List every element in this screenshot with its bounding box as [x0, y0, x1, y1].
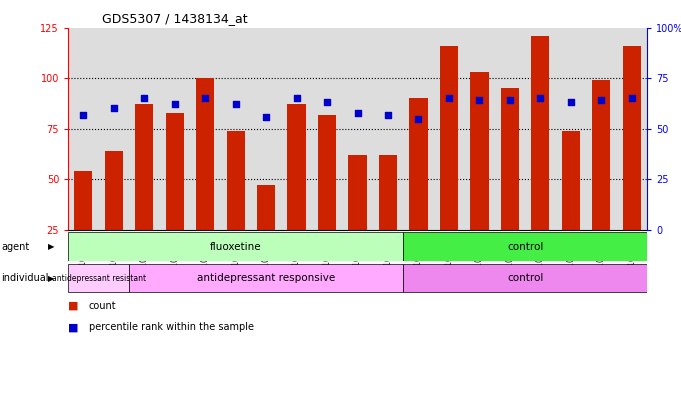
- Bar: [403, 264, 647, 292]
- Point: [505, 97, 516, 103]
- Point: [321, 99, 332, 106]
- Point: [352, 109, 363, 116]
- Bar: [379, 155, 397, 230]
- Bar: [403, 233, 647, 261]
- Point: [139, 95, 150, 101]
- Bar: [440, 46, 458, 230]
- Bar: [165, 112, 184, 230]
- Point: [108, 105, 119, 112]
- Text: agent: agent: [1, 242, 29, 252]
- Point: [291, 95, 302, 101]
- Text: ▶: ▶: [48, 242, 54, 251]
- Bar: [592, 80, 610, 230]
- Point: [535, 95, 545, 101]
- Bar: [318, 114, 336, 230]
- Text: GDS5307 / 1438134_at: GDS5307 / 1438134_at: [102, 12, 248, 25]
- Text: control: control: [507, 242, 543, 252]
- Bar: [622, 46, 641, 230]
- Bar: [287, 105, 306, 230]
- Bar: [74, 171, 93, 230]
- Bar: [409, 98, 428, 230]
- Text: count: count: [89, 301, 116, 310]
- Point: [474, 97, 485, 103]
- Bar: [562, 131, 580, 230]
- Bar: [471, 72, 488, 230]
- Point: [596, 97, 607, 103]
- Bar: [501, 88, 519, 230]
- Point: [565, 99, 576, 106]
- Point: [78, 111, 89, 118]
- Point: [200, 95, 210, 101]
- Bar: [257, 185, 275, 230]
- Point: [170, 101, 180, 108]
- Bar: [349, 155, 366, 230]
- Point: [383, 111, 394, 118]
- Bar: [135, 105, 153, 230]
- Text: percentile rank within the sample: percentile rank within the sample: [89, 322, 253, 332]
- Text: antidepressant resistant: antidepressant resistant: [52, 274, 146, 283]
- Text: ■: ■: [68, 322, 78, 332]
- Point: [230, 101, 241, 108]
- Bar: [105, 151, 123, 230]
- Text: ▶: ▶: [48, 274, 54, 283]
- Bar: [227, 131, 244, 230]
- Text: individual: individual: [1, 273, 49, 283]
- Point: [413, 116, 424, 122]
- Text: antidepressant responsive: antidepressant responsive: [197, 273, 335, 283]
- Point: [443, 95, 454, 101]
- Bar: [68, 264, 129, 292]
- Text: ■: ■: [68, 301, 78, 310]
- Text: control: control: [507, 273, 543, 283]
- Bar: [68, 233, 403, 261]
- Bar: [196, 78, 215, 230]
- Bar: [129, 264, 403, 292]
- Text: fluoxetine: fluoxetine: [210, 242, 262, 252]
- Point: [261, 114, 272, 120]
- Point: [627, 95, 637, 101]
- Bar: [531, 36, 550, 230]
